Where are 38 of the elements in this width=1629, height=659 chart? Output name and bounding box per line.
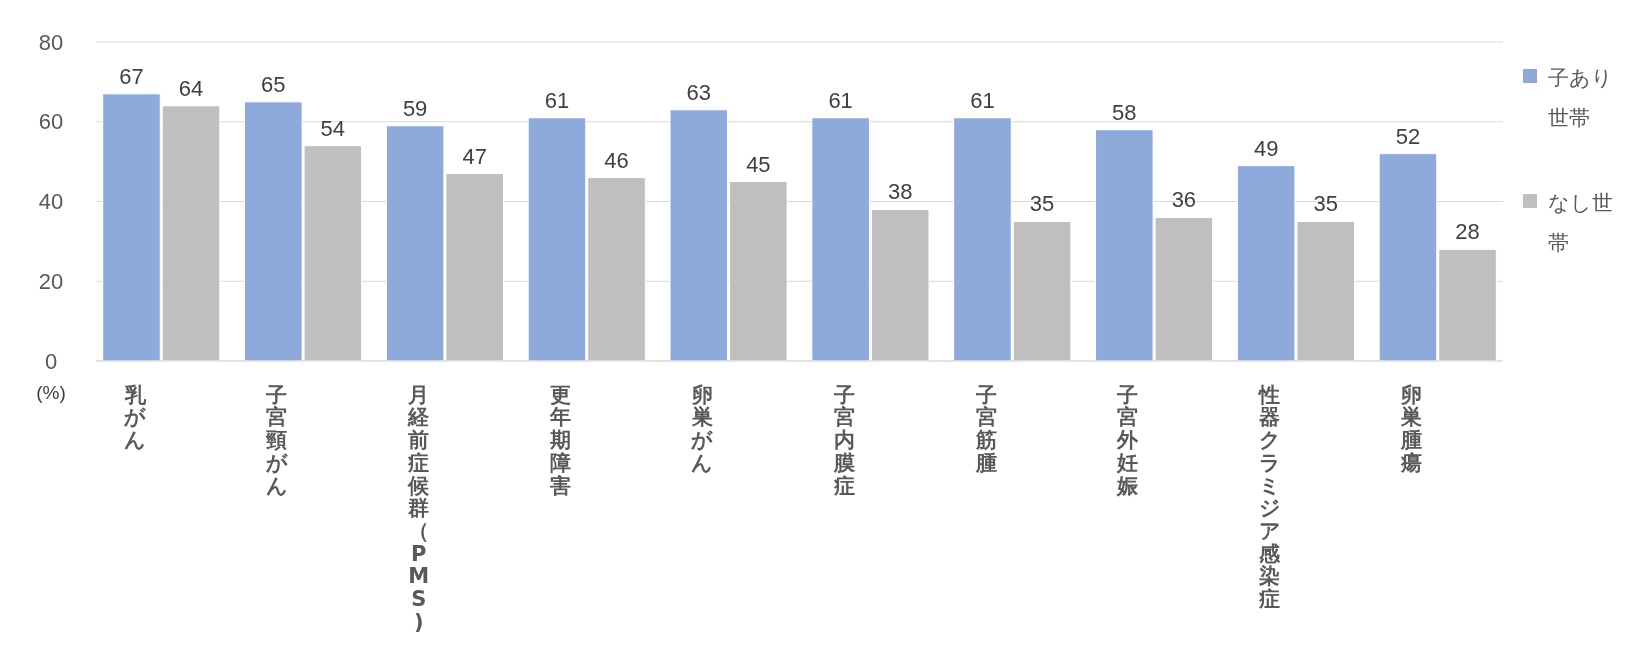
- x-tick-label: 子宮頸がん: [264, 382, 288, 498]
- x-tick-label: 卵巣腫瘍: [1400, 382, 1423, 475]
- y-tick-label: 80: [38, 29, 64, 55]
- legend-label: なし世帯: [1548, 191, 1613, 255]
- category-label: 月経前症候群（PMS): [408, 382, 430, 634]
- data-label: 54: [320, 115, 346, 141]
- data-label: 35: [1313, 191, 1338, 217]
- x-tick-label: 更年期障害: [549, 382, 572, 498]
- x-tick-label: 子宮筋腫: [974, 382, 997, 475]
- x-tick-label: 乳がん: [123, 382, 147, 453]
- data-label: 35: [1029, 191, 1055, 217]
- data-label: 46: [604, 147, 629, 173]
- data-label: 49: [1253, 135, 1279, 161]
- y-tick-label: 20: [38, 268, 64, 294]
- data-label: 58: [1112, 99, 1137, 125]
- data-label: 64: [178, 75, 204, 101]
- data-label: 28: [1455, 219, 1480, 245]
- data-label: 65: [261, 71, 286, 97]
- data-label: 47: [462, 143, 487, 169]
- data-label: 61: [970, 87, 995, 113]
- x-tick-label: 卵巣がん: [690, 382, 714, 475]
- data-label: 63: [686, 79, 712, 105]
- x-tick-label: 子宮内膜症: [832, 382, 855, 498]
- y-tick-label: 60: [38, 109, 64, 135]
- legend-label: 子あり世帯: [1548, 66, 1613, 130]
- data-label: 61: [828, 87, 853, 113]
- data-label: 45: [746, 151, 771, 177]
- data-label: 36: [1171, 187, 1197, 213]
- category-label: 性器クラミジア感染症: [1258, 382, 1281, 611]
- data-label: 38: [887, 179, 913, 205]
- data-label: 52: [1395, 123, 1421, 149]
- y-tick-label: 40: [38, 189, 64, 215]
- data-label: 67: [119, 63, 144, 89]
- x-tick-label: 子宮外妊娠: [1116, 382, 1140, 498]
- data-label: 61: [544, 87, 570, 113]
- data-label: 59: [402, 95, 428, 121]
- y-axis-title: (%): [36, 382, 66, 403]
- y-tick-label: 0: [44, 348, 58, 374]
